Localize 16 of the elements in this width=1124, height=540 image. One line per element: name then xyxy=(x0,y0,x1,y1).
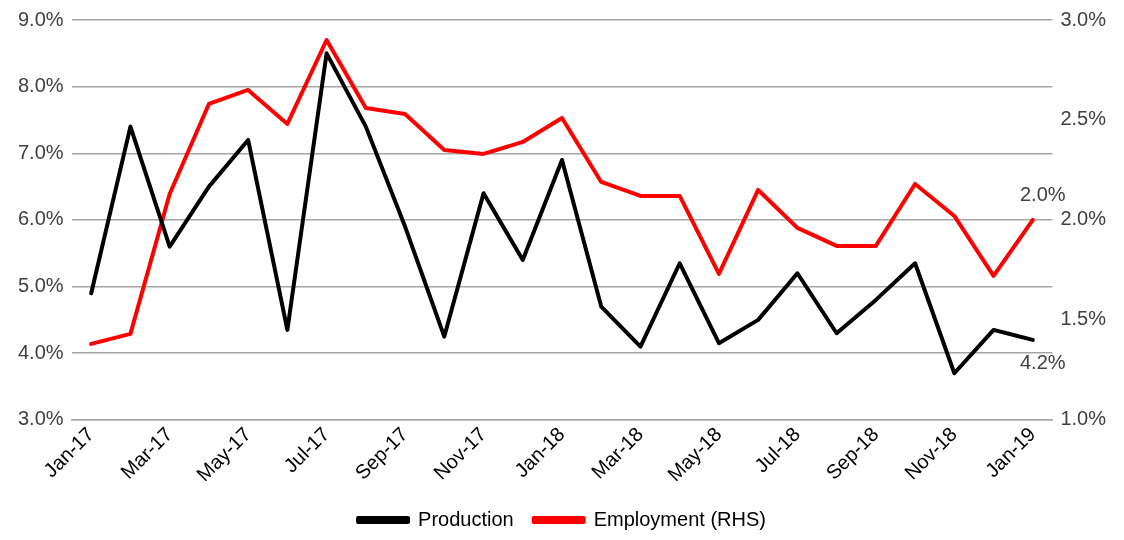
y-tick-label: 3.0% xyxy=(17,407,64,430)
legend-label: Production xyxy=(418,507,514,530)
y-tick-label: 4.0% xyxy=(17,340,64,363)
data-label: 2.0% xyxy=(1020,183,1066,206)
y2-tick-label: 1.5% xyxy=(1060,307,1107,330)
data-label: 4.2% xyxy=(1020,351,1066,374)
y-tick-label: 9.0% xyxy=(17,7,64,30)
legend-label: Employment (RHS) xyxy=(593,507,766,530)
y2-tick-label: 2.0% xyxy=(1060,207,1107,230)
y-tick-label: 5.0% xyxy=(17,274,64,297)
y-tick-label: 6.0% xyxy=(17,207,64,230)
y2-tick-label: 1.0% xyxy=(1060,407,1107,430)
y2-tick-label: 2.5% xyxy=(1060,107,1107,130)
y2-tick-label: 3.0% xyxy=(1060,7,1107,30)
y-tick-label: 8.0% xyxy=(17,74,64,97)
y-tick-label: 7.0% xyxy=(17,140,64,163)
